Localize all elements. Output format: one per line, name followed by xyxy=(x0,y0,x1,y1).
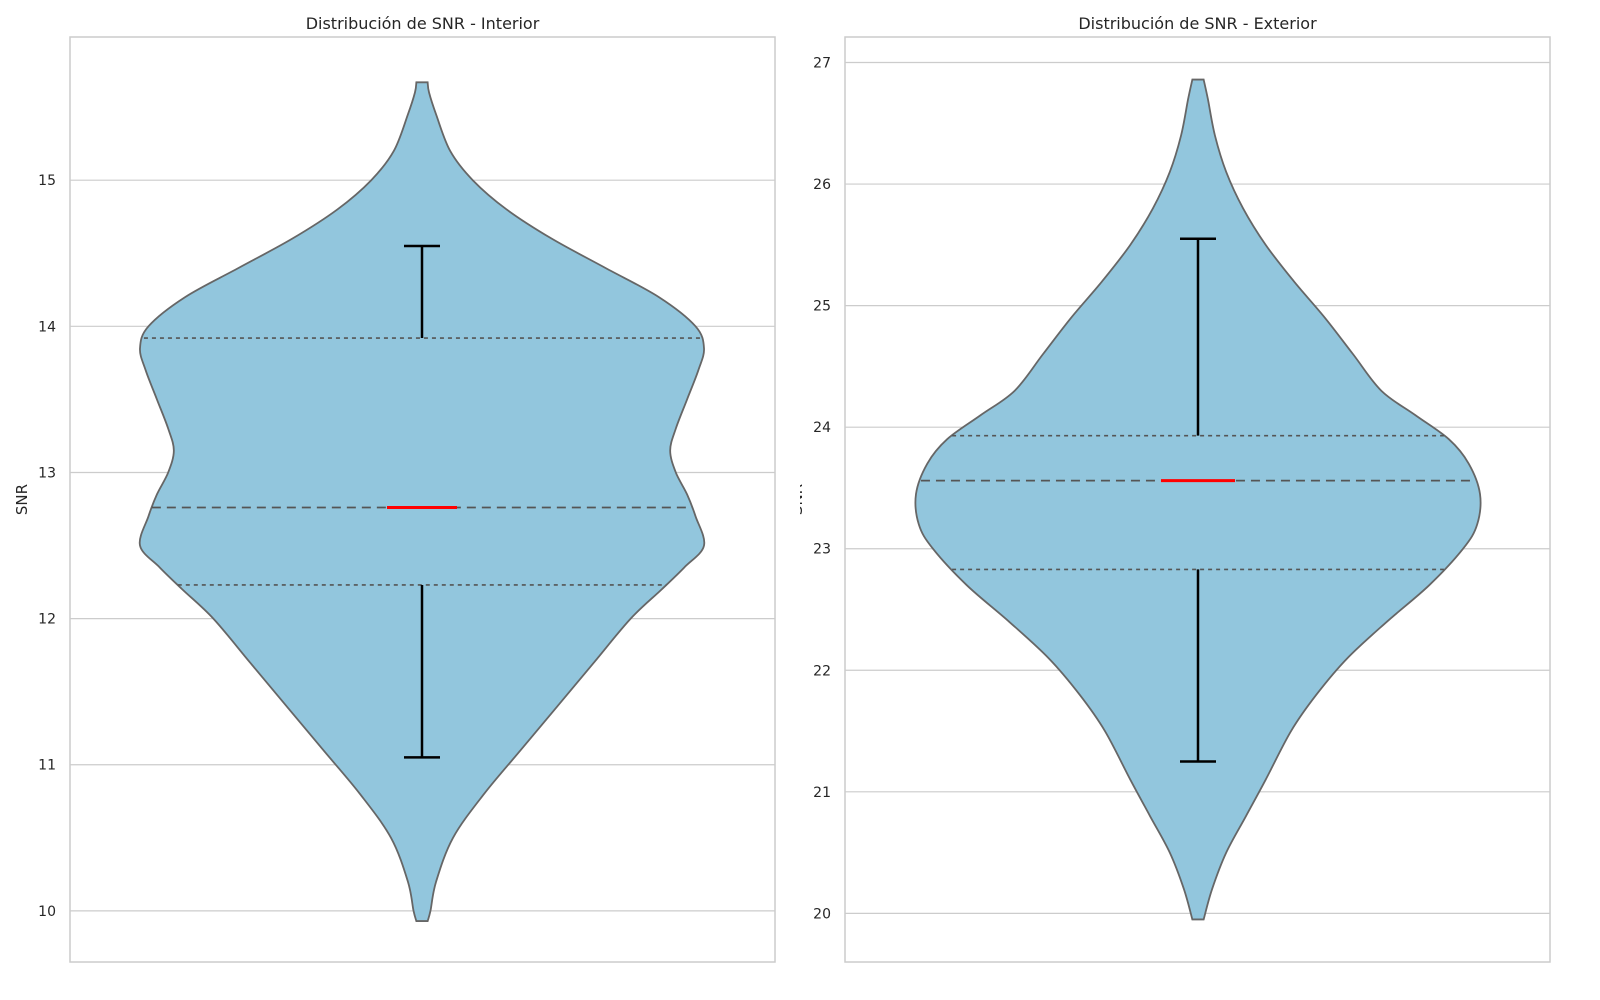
y-tick-label: 21 xyxy=(813,785,831,801)
y-tick-label: 10 xyxy=(38,904,56,920)
violin-chart-interior: Distribución de SNR - Interior 10 11 12 13 14… xyxy=(13,14,776,963)
chart-title: Distribución de SNR - Exterior xyxy=(1078,14,1317,33)
y-tick-label: 22 xyxy=(813,663,831,679)
y-tick-label: 20 xyxy=(813,906,831,922)
plot-frame xyxy=(69,36,776,963)
y-axis-label: SNR xyxy=(13,484,31,515)
chart-title: Distribución de SNR - Interior xyxy=(306,14,540,33)
y-tick-label: 14 xyxy=(38,319,56,335)
violin-panel-exterior: Distribución de SNR - Exterior 20 21 22 23 24… xyxy=(800,0,1600,1000)
y-tick-label: 27 xyxy=(813,56,831,72)
y-tick-label: 15 xyxy=(38,173,56,189)
y-axis-label: SNR xyxy=(800,484,806,515)
violin-chart-exterior: Distribución de SNR - Exterior 20 21 22 23 24… xyxy=(800,14,1551,963)
violin-panel-interior: Distribución de SNR - Interior 10 11 12 13 14… xyxy=(13,14,776,963)
y-tick-label: 11 xyxy=(38,758,56,774)
y-tick-label: 24 xyxy=(813,420,831,436)
plot-frame xyxy=(844,36,1551,963)
y-tick-label: 13 xyxy=(38,465,56,481)
y-tick-label: 12 xyxy=(38,612,56,628)
violin-body xyxy=(914,78,1482,921)
y-tick-label: 26 xyxy=(813,177,831,193)
y-tick-label: 25 xyxy=(813,299,831,315)
y-tick-label: 23 xyxy=(813,542,831,558)
violin-body xyxy=(138,81,706,922)
